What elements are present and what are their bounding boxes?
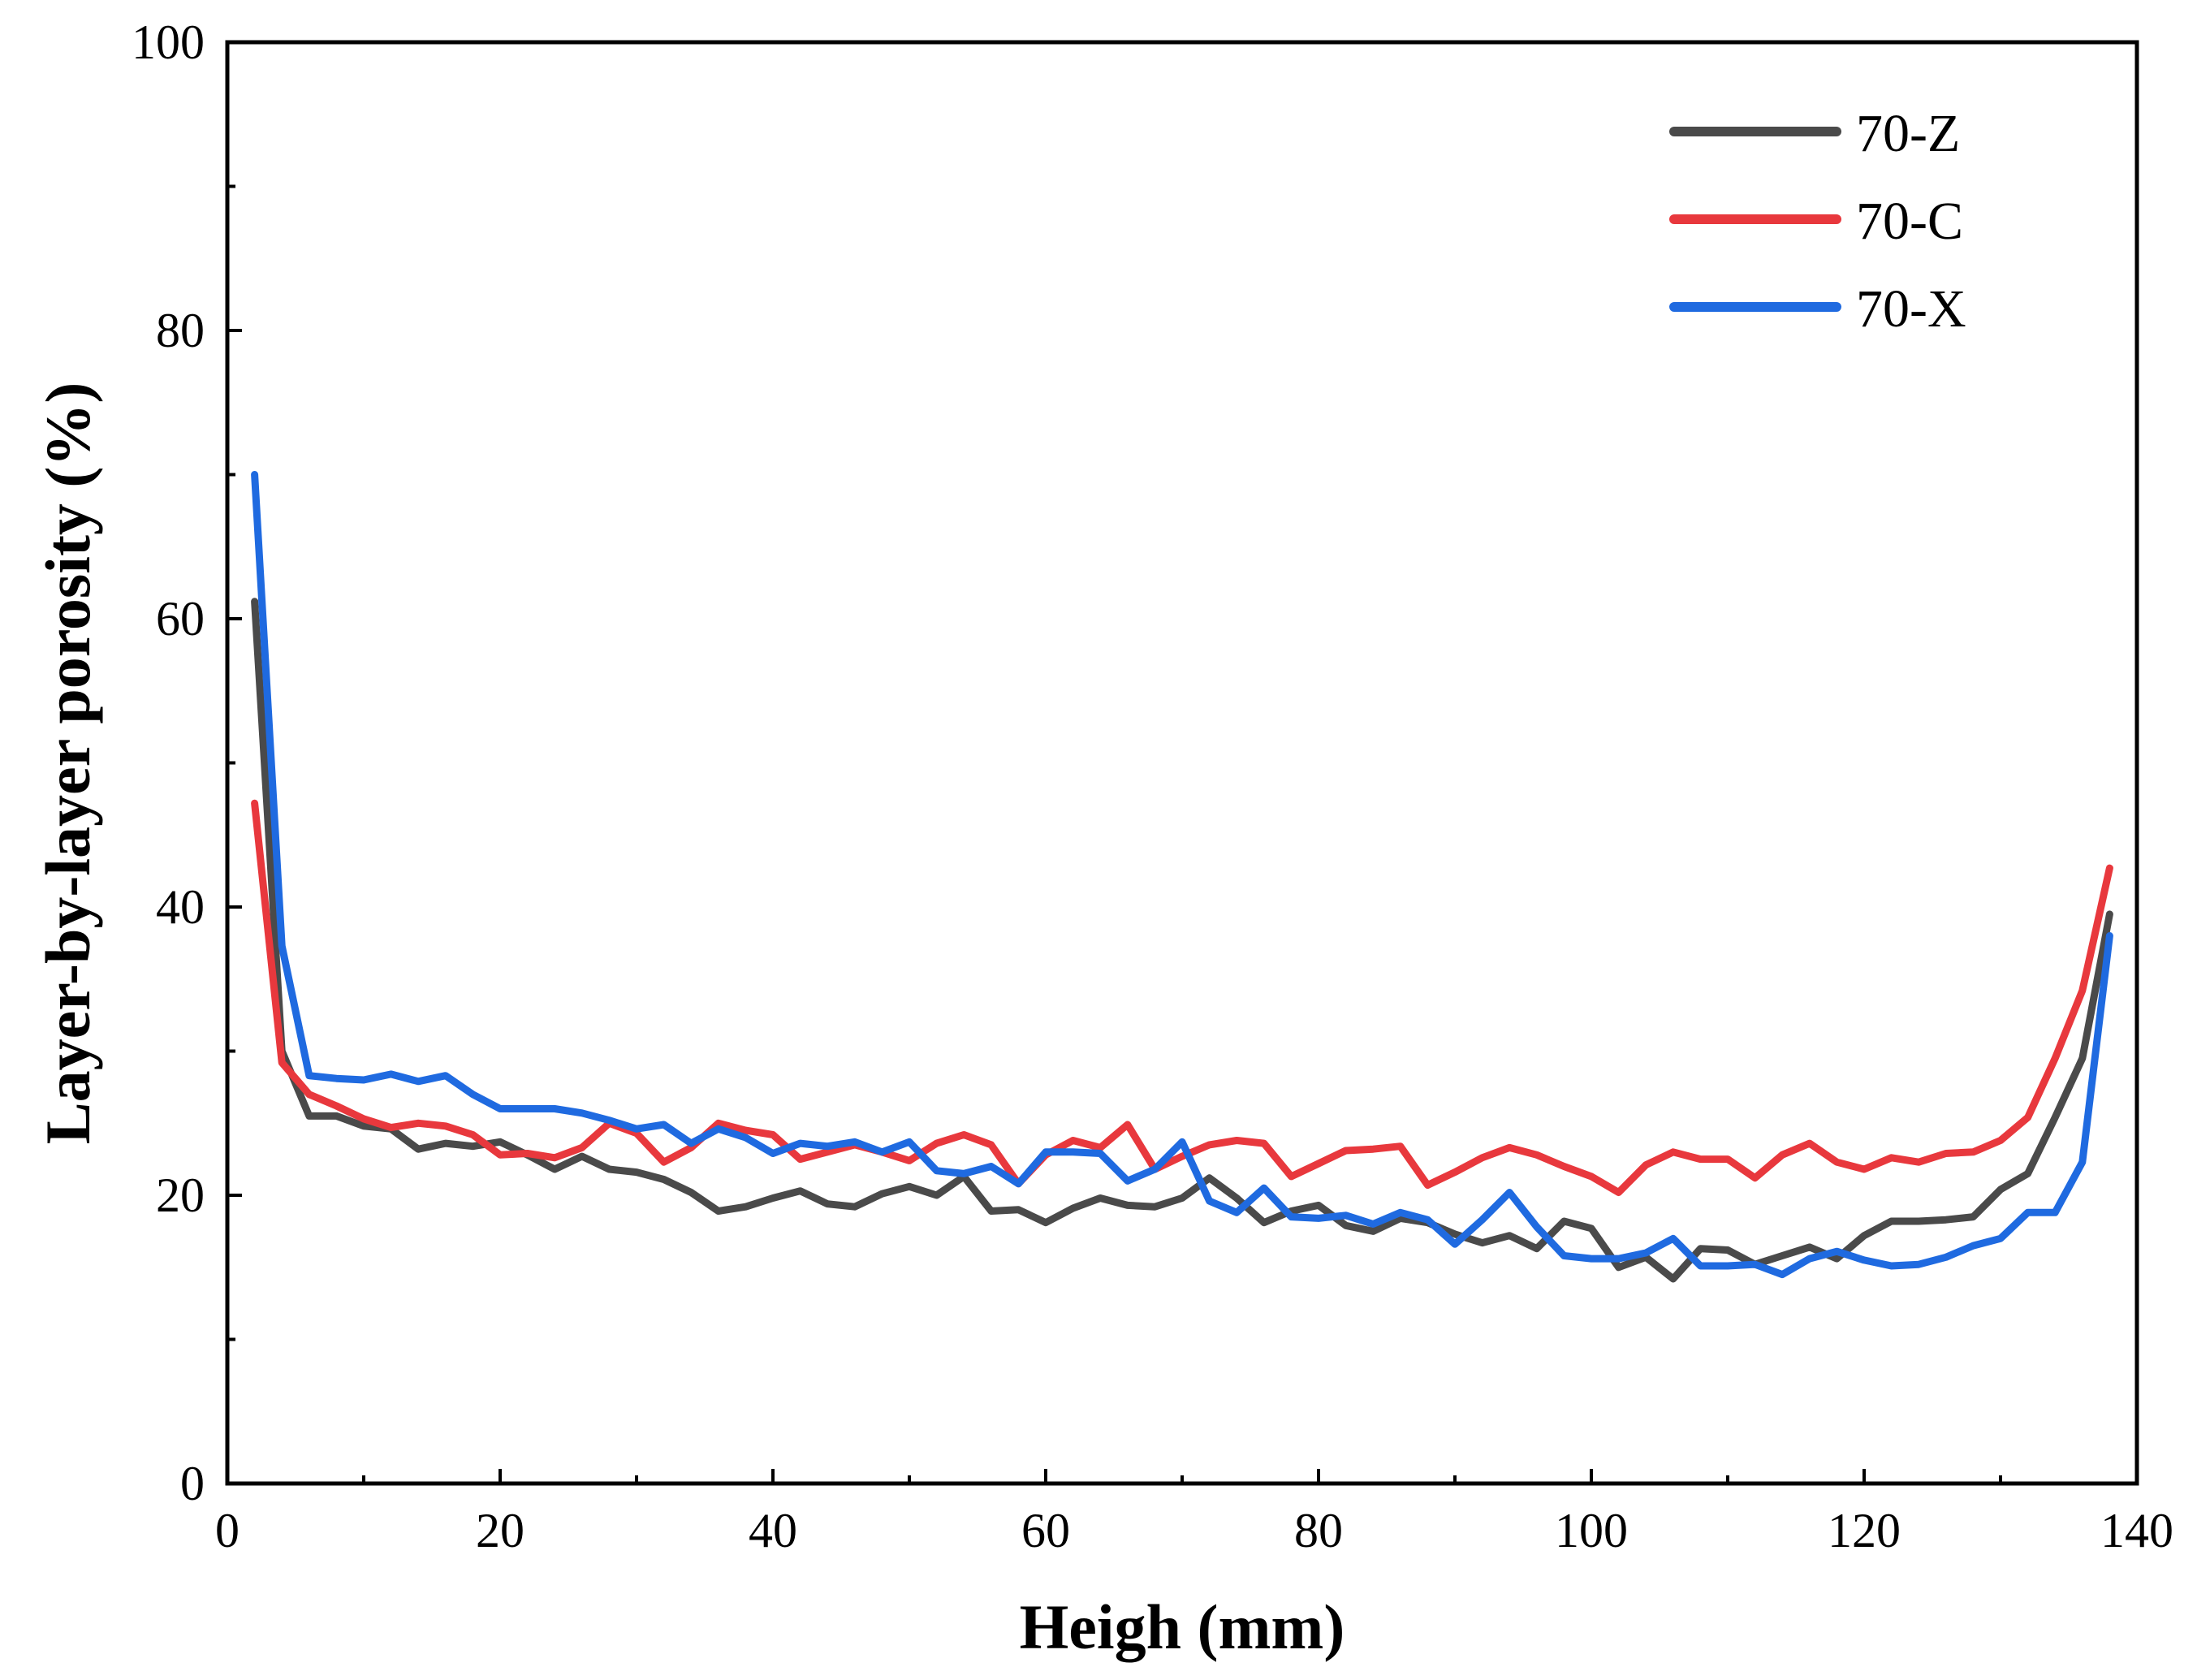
- x-tick-label: 140: [2100, 1504, 2173, 1557]
- y-tick-label: 60: [156, 592, 205, 646]
- plot-frame: [225, 40, 2139, 1486]
- y-tick-label: 20: [156, 1168, 205, 1222]
- x-tick-label: 60: [1021, 1504, 1070, 1557]
- series-line-70-C: [251, 799, 2113, 1196]
- y-tick-label: 100: [132, 15, 205, 69]
- y-axis-title: Layer-by-layer porosity (%): [32, 382, 103, 1145]
- series-line-70-Z: [251, 598, 2113, 1283]
- x-axis-title: Heigh (mm): [1020, 1591, 1345, 1662]
- legend-label-70-Z: 70-Z: [1856, 104, 1960, 163]
- series-layer: [251, 471, 2113, 1283]
- ticks-layer: 0 20 40 60 80 100 120 140 0 20 40 60 80 100: [132, 15, 2173, 1557]
- y-tick-label: 40: [156, 880, 205, 934]
- series-line-70-X: [251, 471, 2113, 1279]
- y-tick-label: 80: [156, 304, 205, 357]
- x-tick-label: 100: [1555, 1504, 1628, 1557]
- y-tick-label: 0: [180, 1457, 205, 1510]
- x-tick-label: 0: [215, 1504, 240, 1557]
- legend-label-70-C: 70-C: [1856, 192, 1963, 251]
- x-tick-label: 80: [1294, 1504, 1343, 1557]
- x-tick-label: 40: [749, 1504, 797, 1557]
- x-tick-label: 20: [476, 1504, 524, 1557]
- legend: 70-Z 70-C 70-X: [1669, 104, 1966, 339]
- x-tick-label: 120: [1828, 1504, 1901, 1557]
- legend-label-70-X: 70-X: [1856, 279, 1966, 339]
